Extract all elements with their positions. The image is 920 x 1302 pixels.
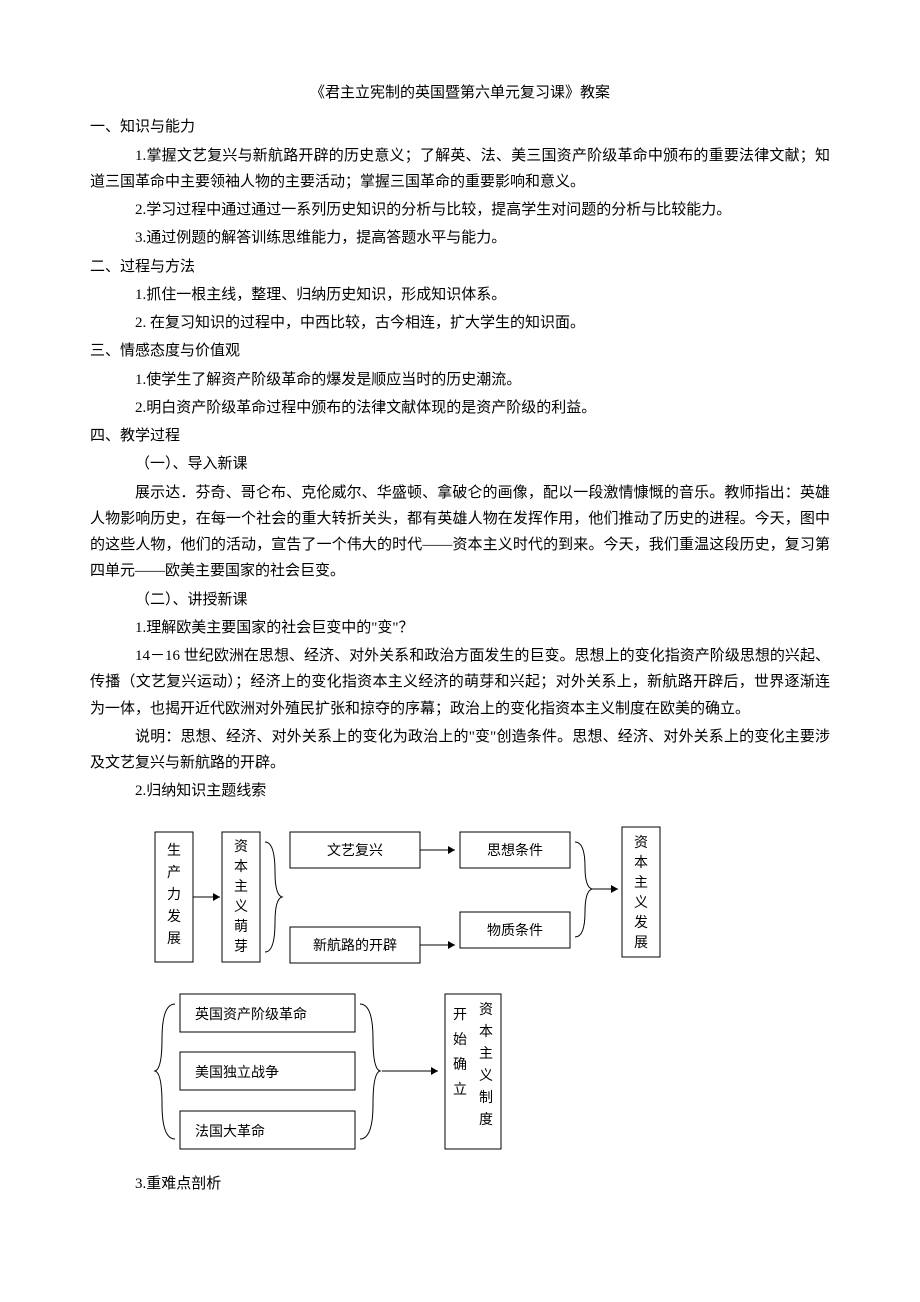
d2-box4b-t2: 本 (479, 1024, 493, 1040)
d2-box4b-t1: 资 (479, 1002, 493, 1018)
d1-box1-t4: 发 (167, 909, 181, 925)
d1-arrow-3-head (448, 941, 455, 949)
diagram-2: 英国资产阶级革命 美国独立战争 法国大革命 开 始 确 立 资 本 主 义 制 … (150, 989, 830, 1159)
section-4-p3: 说明：思想、经济、对外关系上的变化为政治上的"变"创造条件。思想、经济、对外关系… (90, 724, 830, 777)
d1-box1-t1: 生 (167, 843, 181, 859)
d1-box7-t6: 展 (634, 936, 648, 951)
d1-box7-t1: 资 (634, 835, 648, 851)
d1-arrow-1-head (213, 893, 220, 901)
section-4-p2-title: 1.理解欧美主要国家的社会巨变中的"变"？ (90, 615, 830, 641)
d2-box4b-t6: 度 (479, 1112, 493, 1128)
d1-box7-t3: 主 (634, 875, 648, 891)
d1-box3-text: 文艺复兴 (327, 842, 383, 859)
d2-brace-1 (155, 1004, 175, 1139)
d1-box2-t4: 义 (234, 899, 248, 915)
section-1-p2: 2.学习过程中通过通过一系列历史知识的分析与比较，提高学生对问题的分析与比较能力… (90, 197, 830, 223)
d1-box7-t4: 义 (634, 895, 648, 911)
d1-box2-t1: 资 (234, 839, 248, 855)
section-1-heading: 一、知识与能力 (90, 114, 830, 140)
d1-arrow-2-head (448, 846, 455, 854)
d2-arrow-1-head (431, 1067, 438, 1075)
flowchart-2: 英国资产阶级革命 美国独立战争 法国大革命 开 始 确 立 资 本 主 义 制 … (150, 989, 670, 1159)
d1-box1-t5: 展 (167, 932, 181, 947)
section-4-p5-title: 3.重难点剖析 (90, 1171, 830, 1197)
section-2-p1: 1.抓住一根主线，整理、归纳历史知识，形成知识体系。 (90, 282, 830, 308)
d1-box7-t2: 本 (634, 855, 648, 871)
d1-box2-t5: 萌 (234, 919, 248, 935)
section-1-p1: 1.掌握文艺复兴与新航路开辟的历史意义；了解英、法、美三国资产阶级革命中颁布的重… (90, 143, 830, 196)
section-4-p2: 14－16 世纪欧洲在思想、经济、对外关系和政治方面发生的巨变。思想上的变化指资… (90, 643, 830, 722)
d1-box5-text: 思想条件 (487, 842, 543, 859)
section-3-p1: 1.使学生了解资产阶级革命的爆发是顺应当时的历史潮流。 (90, 367, 830, 393)
section-3-heading: 三、情感态度与价值观 (90, 338, 830, 364)
d2-box4b-t5: 制 (479, 1090, 493, 1106)
d1-box2-t2: 本 (234, 859, 248, 875)
diagram-1: 生 产 力 发 展 资 本 主 义 萌 芽 文艺复兴 新航路的开辟 思想条件 物… (150, 817, 830, 977)
d1-box6-text: 物质条件 (487, 922, 543, 939)
d2-box4b-t4: 义 (479, 1068, 493, 1084)
d1-box7-t5: 发 (634, 915, 648, 931)
section-1-p3: 3.通过例题的解答训练思维能力，提高答题水平与能力。 (90, 225, 830, 251)
section-4-sub1: （一）、导入新课 (90, 451, 830, 477)
d1-box4-text: 新航路的开辟 (313, 938, 397, 954)
section-4-sub2: （二）、讲授新课 (90, 587, 830, 613)
d2-box4a-t1: 开 (453, 1008, 467, 1023)
d1-box1-t3: 力 (167, 887, 181, 903)
d1-box2-t6: 芽 (234, 939, 248, 955)
d1-brace-1 (265, 842, 282, 952)
d2-box4a-t3: 确 (453, 1057, 467, 1073)
d1-arrow-4-head (611, 885, 618, 893)
d2-box4b-t3: 主 (479, 1046, 493, 1062)
d1-box1-t2: 产 (167, 865, 181, 881)
section-4-p4-title: 2.归纳知识主题线索 (90, 778, 830, 804)
d2-box2-text: 美国独立战争 (195, 1065, 279, 1081)
d2-box1-text: 英国资产阶级革命 (195, 1006, 307, 1023)
section-2-p2: 2. 在复习知识的过程中，中西比较，古今相连，扩大学生的知识面。 (90, 310, 830, 336)
d2-box4a-t2: 始 (453, 1032, 467, 1048)
d2-brace-2 (360, 1004, 380, 1139)
section-4-p1: 展示达．芬奇、哥仑布、克伦威尔、华盛顿、拿破仑的画像，配以一段激情慷慨的音乐。教… (90, 480, 830, 585)
d1-brace-2 (575, 842, 592, 937)
d1-box2-t3: 主 (234, 879, 248, 895)
section-4-heading: 四、教学过程 (90, 423, 830, 449)
d2-box3-text: 法国大革命 (195, 1123, 265, 1140)
d2-box4a-t4: 立 (453, 1082, 467, 1098)
flowchart-1: 生 产 力 发 展 资 本 主 义 萌 芽 文艺复兴 新航路的开辟 思想条件 物… (150, 817, 770, 977)
section-3-p2: 2.明白资产阶级革命过程中颁布的法律文献体现的是资产阶级的利益。 (90, 395, 830, 421)
doc-title: 《君主立宪制的英国暨第六单元复习课》教案 (90, 80, 830, 106)
section-2-heading: 二、过程与方法 (90, 254, 830, 280)
